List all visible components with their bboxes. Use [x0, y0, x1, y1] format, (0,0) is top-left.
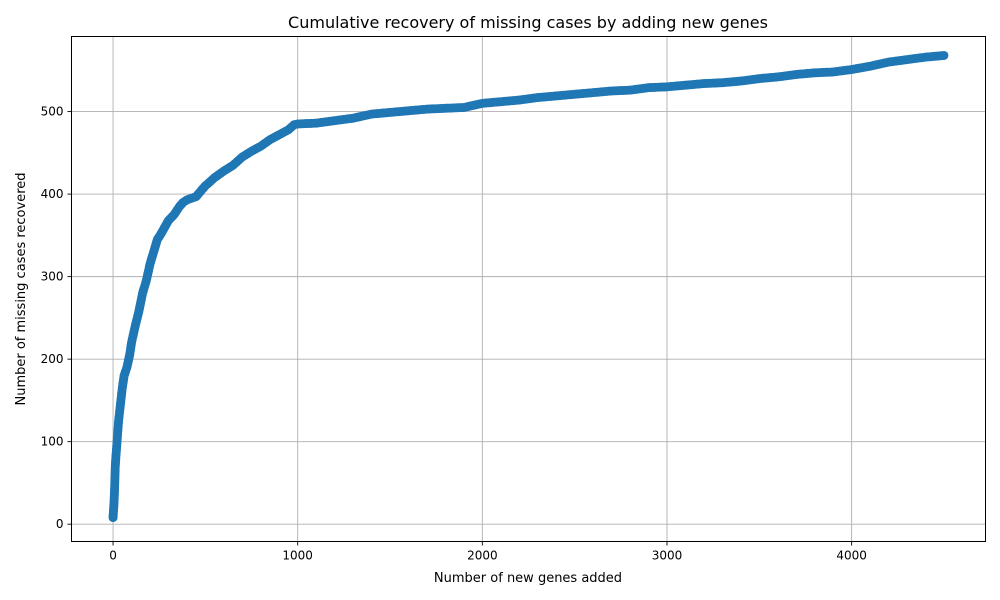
y-axis-label: Number of missing cases recovered: [14, 172, 29, 405]
plot-frame: [71, 36, 986, 542]
data-points: [108, 50, 949, 523]
y-tick-label: 300: [41, 270, 64, 284]
x-axis-label: Number of new genes added: [434, 571, 622, 586]
x-tick-label: 4000: [836, 549, 867, 563]
chart-title: Cumulative recovery of missing cases by …: [288, 13, 768, 32]
x-tick-label: 1000: [282, 549, 313, 563]
y-tick-label: 0: [56, 517, 64, 531]
y-tick-label: 200: [41, 352, 64, 366]
x-tick-label: 0: [109, 549, 117, 563]
grid-lines: [71, 36, 986, 542]
y-tick-label: 100: [41, 435, 64, 449]
x-tick-label: 2000: [467, 549, 498, 563]
data-point: [939, 50, 949, 60]
y-tick-label: 500: [41, 105, 64, 119]
x-tick-label: 3000: [652, 549, 683, 563]
axis-ticks: 0 1000 2000 3000 4000 0 100 200 300 400 500: [41, 105, 867, 563]
y-tick-label: 400: [41, 187, 64, 201]
